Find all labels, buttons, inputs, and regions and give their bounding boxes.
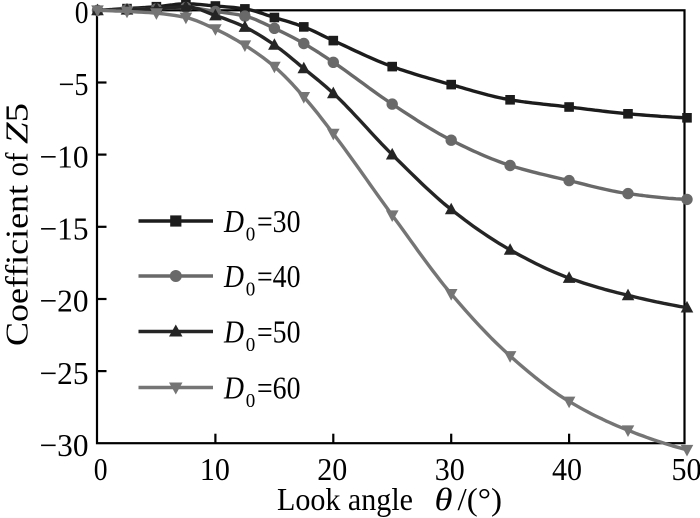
svg-text:−25: −25 <box>40 355 89 391</box>
svg-text:Look angle: Look angle <box>277 481 413 517</box>
svg-text:−20: −20 <box>40 283 89 319</box>
svg-text:0: 0 <box>246 279 256 301</box>
svg-text:Coefficient: Coefficient <box>0 185 35 346</box>
svg-text:−5: −5 <box>59 66 89 102</box>
svg-text:θ: θ <box>435 481 453 517</box>
svg-text:/(°): /(°) <box>458 481 503 517</box>
svg-text:Z5: Z5 <box>0 103 35 144</box>
svg-text:of: of <box>0 152 35 176</box>
svg-text:=50: =50 <box>257 314 301 350</box>
svg-text:0: 0 <box>75 0 89 30</box>
svg-text:−30: −30 <box>40 427 89 463</box>
svg-text:40: 40 <box>552 451 582 487</box>
svg-text:D: D <box>223 203 244 239</box>
svg-text:−15: −15 <box>40 211 89 247</box>
svg-text:30: 30 <box>435 451 465 487</box>
svg-text:=40: =40 <box>257 258 301 294</box>
svg-text:D: D <box>223 370 244 406</box>
svg-text:D: D <box>223 314 244 350</box>
svg-text:0: 0 <box>246 390 256 412</box>
svg-text:=60: =60 <box>257 370 301 406</box>
svg-text:0: 0 <box>94 451 108 487</box>
svg-text:0: 0 <box>246 334 256 356</box>
svg-text:10: 10 <box>200 451 230 487</box>
svg-text:=30: =30 <box>257 203 301 239</box>
svg-text:D: D <box>223 258 244 294</box>
svg-text:−10: −10 <box>40 138 89 174</box>
svg-text:50: 50 <box>672 451 700 487</box>
svg-text:0: 0 <box>246 224 256 246</box>
svg-text:20: 20 <box>317 451 347 487</box>
